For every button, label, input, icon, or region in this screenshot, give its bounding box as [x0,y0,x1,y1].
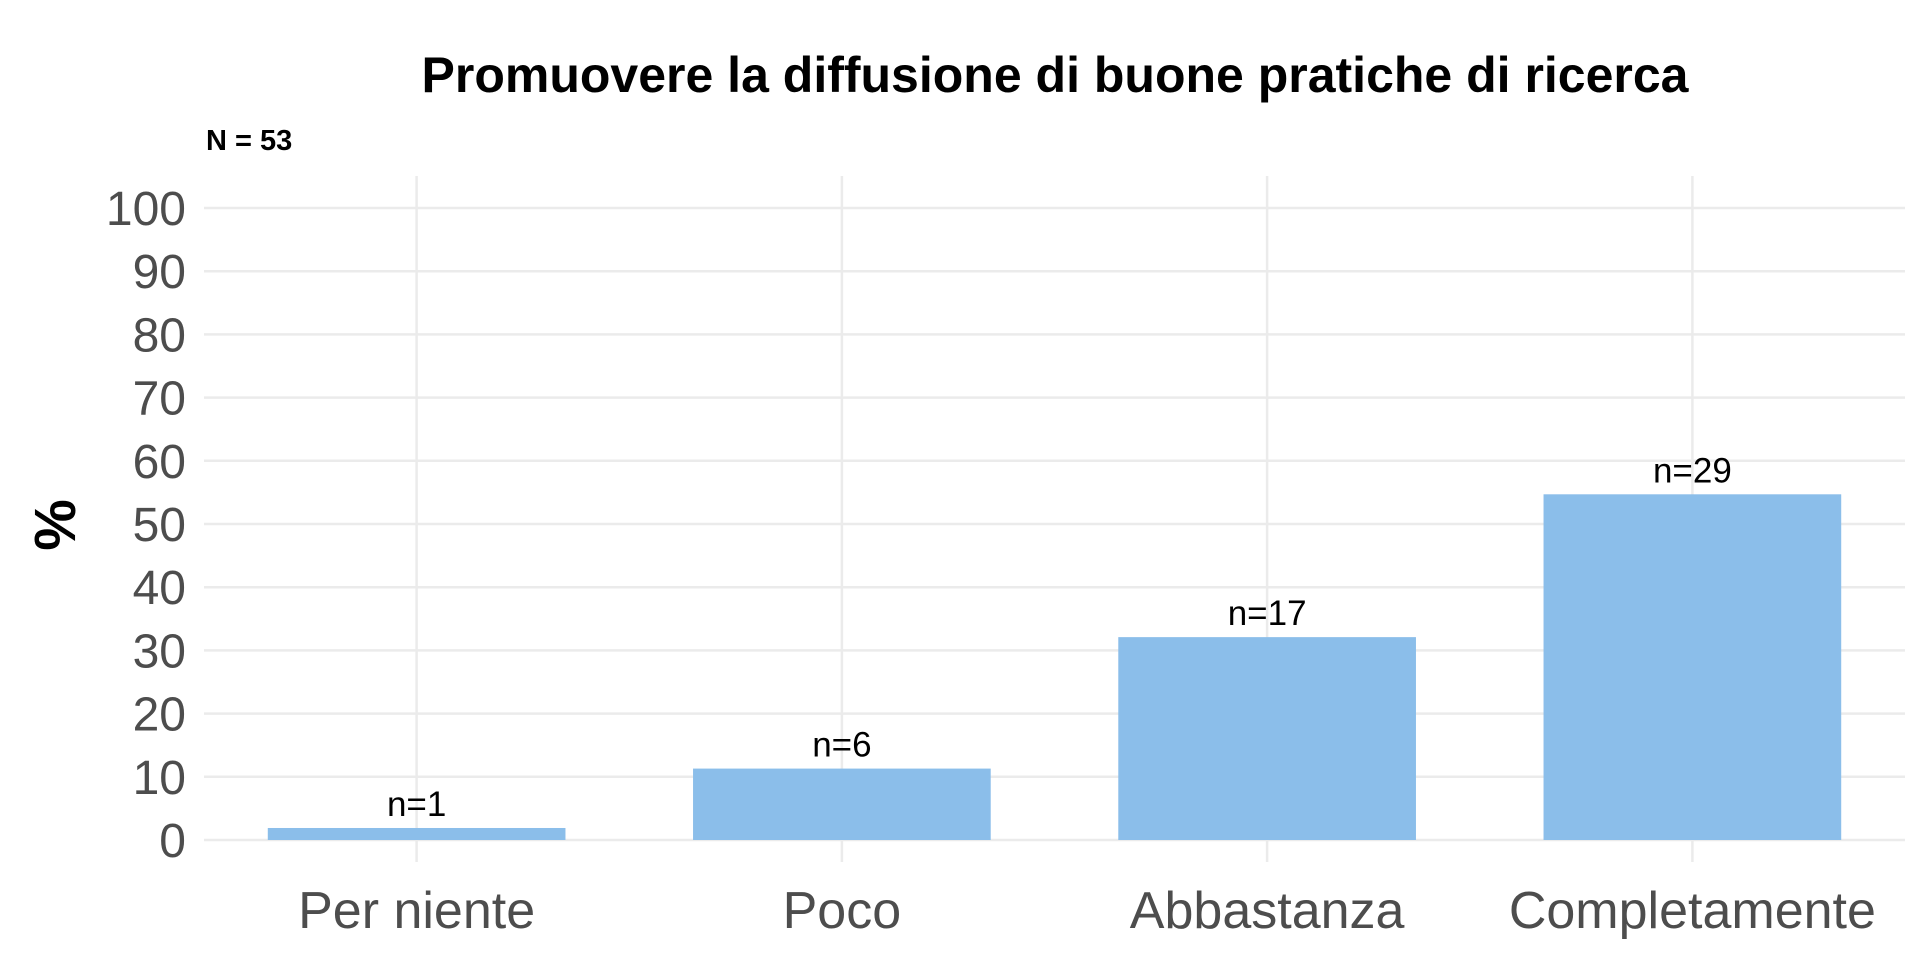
bar [693,768,991,840]
x-tick-label: Poco [783,882,902,940]
chart-subtitle: N = 53 [206,125,292,157]
x-tick-label: Completamente [1509,882,1876,940]
x-tick-label: Per niente [298,882,535,940]
x-tick-label: Abbastanza [1130,882,1405,940]
bar-data-label: n=1 [387,785,446,824]
bars [267,494,1842,840]
y-tick-label: 80 [133,309,186,362]
y-tick-label: 0 [159,815,186,868]
bar [1118,637,1416,840]
y-tick-label: 10 [133,752,186,805]
y-tick-label: 60 [133,436,186,489]
y-tick-label: 30 [133,625,186,678]
x-axis-ticks: Per niente Poco Abbastanza Completamente [298,882,1876,940]
y-tick-label: 100 [106,183,186,236]
y-tick-label: 20 [133,689,186,742]
y-tick-label: 50 [133,499,186,552]
bar-data-label: n=17 [1228,594,1307,633]
chart-title: Promuovere la diffusione di buone pratic… [422,47,1690,103]
data-labels: n=1 n=6 n=17 n=29 [387,451,1732,824]
y-tick-label: 90 [133,246,186,299]
y-axis-label: % [23,499,88,551]
bar-data-label: n=29 [1653,451,1732,490]
y-tick-label: 40 [133,562,186,615]
bar-data-label: n=6 [812,726,871,765]
bar [267,827,566,840]
bar [1543,494,1842,840]
y-tick-label: 70 [133,373,186,426]
y-axis-ticks: 0 10 20 30 40 50 60 70 80 90 100 [106,183,186,868]
